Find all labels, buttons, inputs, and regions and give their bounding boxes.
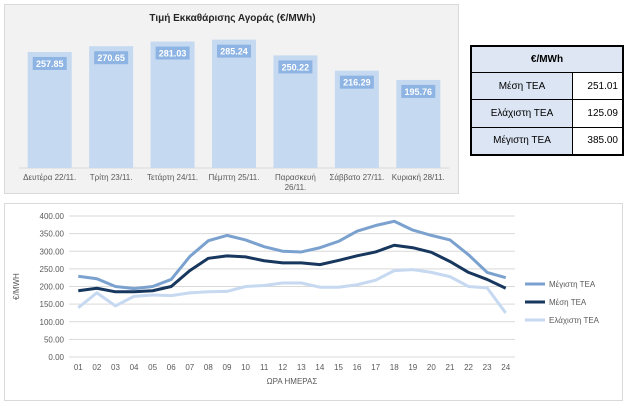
bar-value-label: 257.85 — [36, 59, 64, 69]
y-tick-label: 50.00 — [44, 335, 65, 344]
bar-category-label: Κυριακή 28/11. — [392, 173, 445, 182]
stats-row-label: Ελάχιστη ΤΕΑ — [471, 99, 573, 128]
series-line — [78, 219, 507, 291]
x-tick-label: 24 — [501, 363, 510, 372]
bar — [27, 51, 72, 168]
bar-value-label: 216.29 — [343, 78, 371, 88]
bar-category-label: Δευτέρα 22/11. — [23, 173, 76, 182]
stats-row-label: Μέγιστη ΤΕΑ — [471, 126, 573, 156]
x-tick-label: 19 — [408, 363, 417, 372]
y-tick-label: 350.00 — [40, 230, 65, 239]
bar-value-label: 285.24 — [220, 47, 248, 57]
bar-category-label: Σάββατο 27/11. — [329, 173, 384, 182]
x-tick-label: 04 — [130, 363, 139, 372]
x-tick-label: 14 — [315, 363, 324, 372]
x-tick-label: 10 — [241, 363, 250, 372]
y-tick-label: 150.00 — [40, 300, 65, 309]
x-tick-label: 16 — [353, 363, 362, 372]
bar-chart-title: Τιμή Εκκαθάρισης Αγοράς (€/MWh) — [149, 13, 316, 24]
bar-value-label-bg — [94, 51, 129, 65]
bar-chart-svg: 257.85 Δευτέρα 22/11. 270.65 Τρίτη 23/11. 28… — [19, 39, 449, 192]
y-tick-label: 0.00 — [48, 353, 64, 362]
y-tick-label: 400.00 — [40, 212, 65, 221]
y-tick-label: 100.00 — [40, 318, 65, 327]
bar-category-label: Παρασκευή — [275, 173, 316, 182]
bar-value-label-bg — [339, 75, 374, 89]
bar — [212, 39, 256, 168]
bar-value-label: 250.22 — [282, 62, 310, 72]
bar-chart-panel: Τιμή Εκκαθάρισης Αγοράς (€/MWh) 257.85 Δε… — [4, 4, 459, 194]
bar-value-label: 281.03 — [159, 49, 187, 59]
bar-value-label-bg — [32, 56, 67, 70]
y-tick-label: 250.00 — [40, 265, 65, 274]
y-axis-title: €/MWH — [12, 273, 21, 300]
x-tick-label: 06 — [167, 363, 176, 372]
stats-row-value: 125.09 — [572, 99, 623, 128]
stats-table: €/MWh Μέση ΤΕΑ 251.01 Ελάχιστη ΤΕΑ 125.0… — [470, 45, 624, 156]
bar — [89, 46, 134, 168]
legend-label: Ελάχιστη ΤΕΑ — [549, 316, 600, 325]
bar-category-label: Πέμπτη 25/11. — [209, 173, 260, 182]
bar-category-label: Τρίτη 23/11. — [90, 173, 133, 182]
x-tick-label: 17 — [371, 363, 380, 372]
stats-table-header: €/MWh — [471, 46, 623, 73]
x-tick-label: 11 — [260, 363, 269, 372]
y-tick-label: 200.00 — [40, 283, 65, 292]
x-tick-label: 22 — [464, 363, 473, 372]
stats-row-value: 251.01 — [572, 71, 623, 101]
x-tick-label: 02 — [92, 363, 101, 372]
line-chart-svg: 0.00 50.00 100.00 150.00 200.00 250.00 300.00 3… — [12, 212, 600, 386]
bar-category-label: Τετάρτη 24/11. — [147, 173, 198, 182]
x-tick-label: 09 — [223, 363, 232, 372]
series-line — [77, 268, 507, 314]
stats-row-label: Μέση ΤΕΑ — [471, 71, 573, 101]
x-axis-title: ΩΡΑ ΗΜΕΡΑΣ — [267, 377, 318, 386]
bar — [150, 41, 195, 168]
bar-category-label: 26/11. — [285, 183, 307, 192]
x-tick-label: 12 — [278, 363, 287, 372]
x-tick-label: 01 — [74, 363, 83, 372]
bar-value-label-bg — [278, 60, 313, 74]
bar-value-label-bg — [155, 46, 190, 60]
x-tick-label: 08 — [204, 363, 213, 372]
x-tick-label: 18 — [390, 363, 399, 372]
line-chart-panel: 0.00 50.00 100.00 150.00 200.00 250.00 300.00 3… — [4, 203, 623, 401]
bar — [273, 55, 318, 168]
x-tick-label: 05 — [148, 363, 157, 372]
legend-label: Μέγιστη ΤΕΑ — [549, 280, 596, 289]
x-tick-label: 07 — [185, 363, 194, 372]
bar-value-label: 270.65 — [97, 53, 125, 63]
legend-label: Μέση ΤΕΑ — [549, 298, 587, 307]
x-tick-label: 20 — [427, 363, 436, 372]
bar-value-label-bg — [401, 84, 436, 98]
y-tick-label: 300.00 — [40, 247, 65, 256]
stats-row-value: 385.00 — [572, 126, 623, 156]
series-line — [78, 243, 507, 294]
bar-value-label: 195.76 — [405, 87, 433, 97]
bar-value-label-bg — [217, 44, 251, 58]
x-tick-label: 03 — [111, 363, 120, 372]
x-tick-label: 13 — [297, 363, 306, 372]
x-tick-label: 15 — [334, 363, 343, 372]
x-tick-label: 21 — [446, 363, 455, 372]
x-tick-label: 23 — [483, 363, 492, 372]
